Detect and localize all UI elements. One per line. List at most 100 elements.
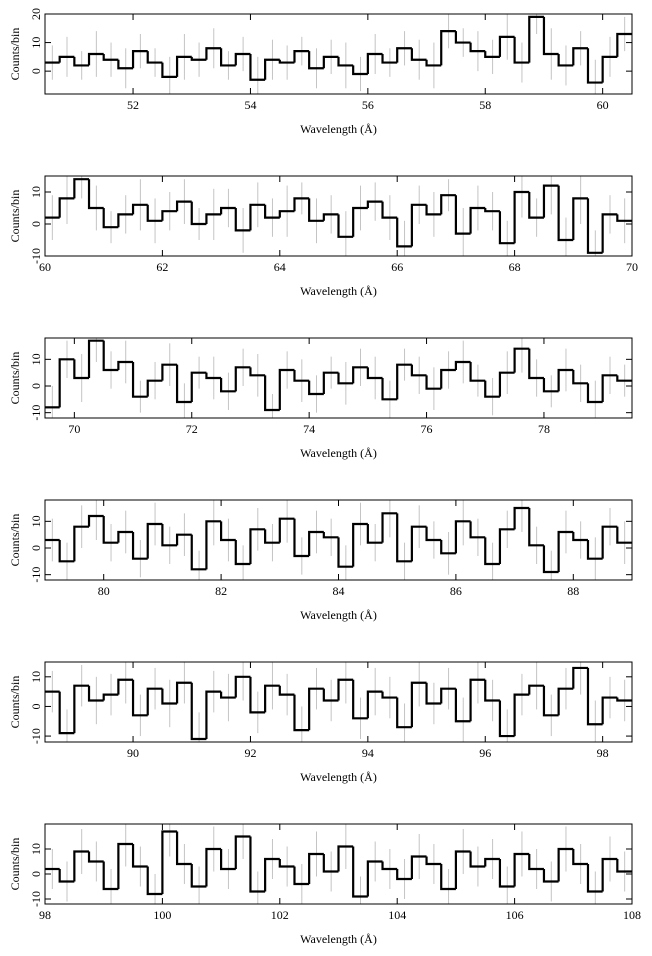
x-tick-label: 70 (68, 422, 80, 436)
histogram-step (87, 179, 104, 210)
histogram-step (557, 847, 574, 882)
histogram-step (131, 50, 148, 69)
histogram-step (396, 869, 412, 881)
y-axis-label: Counts/bin (8, 28, 22, 81)
histogram-step (293, 694, 310, 732)
plot-frame (44, 823, 633, 905)
histogram-step (234, 540, 251, 566)
x-tick-label: 84 (333, 584, 345, 598)
histogram-step (557, 687, 574, 716)
histogram-step (381, 54, 398, 64)
histogram-step (58, 691, 75, 735)
histogram-step (278, 210, 295, 218)
histogram-step (146, 379, 163, 397)
histogram-step (293, 518, 310, 558)
y-axis-label: Counts/bin (8, 352, 22, 405)
histogram-step (234, 366, 251, 392)
histogram-step (498, 371, 515, 397)
histogram-step (528, 15, 544, 63)
histogram-step (469, 42, 486, 53)
histogram-step (175, 55, 192, 77)
histogram-step (146, 687, 163, 716)
x-tick-label: 90 (127, 746, 139, 760)
histogram-step (249, 203, 266, 231)
y-tick-label: 0 (29, 545, 43, 551)
histogram-step (572, 532, 588, 542)
histogram-step (616, 859, 632, 873)
histogram-step (102, 516, 119, 544)
histogram-step (146, 51, 163, 64)
histogram-step (425, 682, 442, 705)
x-tick-label: 58 (479, 98, 491, 112)
histogram-step (528, 684, 544, 695)
histogram-step (205, 520, 222, 570)
histogram-step (484, 51, 500, 58)
y-axis-label: Counts/bin (8, 514, 22, 567)
histogram-step (264, 529, 280, 544)
histogram-step (586, 48, 603, 84)
y-tick-label: -10 (29, 405, 43, 421)
histogram-step (190, 534, 207, 571)
histogram-step (117, 360, 134, 370)
x-tick-label: 98 (39, 908, 51, 922)
histogram-step (513, 852, 530, 887)
histogram-step (469, 521, 486, 539)
histogram-step (308, 51, 324, 70)
histogram-step (469, 851, 486, 868)
y-tick-label: -10 (29, 728, 43, 744)
y-axis-label: Counts/bin (8, 838, 22, 891)
histogram-step (396, 697, 412, 729)
histogram-step (528, 508, 544, 547)
histogram-step (293, 866, 310, 886)
y-tick-label: 10 (29, 186, 43, 198)
histogram-step (557, 368, 574, 392)
histogram-step (308, 852, 324, 884)
histogram-step (572, 47, 588, 66)
histogram-step (249, 528, 266, 564)
y-tick-label: 0 (29, 703, 43, 709)
histogram-step (440, 368, 456, 389)
y-tick-label: 10 (29, 671, 43, 683)
histogram-step (220, 849, 236, 871)
histogram-step (586, 864, 603, 893)
histogram-step (557, 530, 574, 572)
histogram-step (425, 59, 442, 67)
histogram-step (73, 56, 90, 67)
histogram-step (410, 681, 427, 728)
histogram-step (454, 360, 471, 370)
x-axis-label: Wavelength (Å) (300, 122, 377, 136)
histogram-step (220, 378, 236, 393)
histogram-step (572, 197, 588, 240)
y-tick-label: 20 (29, 8, 43, 20)
histogram-step (454, 688, 471, 723)
histogram-step (58, 540, 75, 563)
histogram-step (352, 65, 368, 76)
histogram-step (161, 363, 178, 381)
histogram-step (161, 62, 178, 78)
histogram-step (102, 54, 119, 61)
y-tick-label: 0 (29, 221, 43, 227)
panel: 90 92 94 96 98 -10 0 10 Wavelength (Å) Counts/bin (8, 661, 633, 784)
histogram-step (117, 59, 134, 70)
histogram-step (528, 192, 544, 219)
histogram-step (175, 831, 192, 866)
histogram-step (190, 201, 207, 226)
histogram-step (513, 190, 530, 244)
histogram-step (234, 208, 251, 232)
x-tick-label: 78 (538, 422, 550, 436)
histogram-step (205, 213, 222, 224)
x-tick-label: 92 (244, 746, 256, 760)
histogram-step (205, 690, 222, 740)
histogram-step (190, 56, 207, 61)
y-tick-label: 10 (29, 353, 43, 365)
histogram-step (469, 206, 486, 234)
histogram-step (454, 31, 471, 44)
histogram-step (73, 359, 90, 380)
histogram-step (601, 696, 618, 725)
histogram-step (190, 682, 207, 741)
y-tick-label: 10 (29, 843, 43, 855)
histogram-step (117, 530, 134, 543)
y-tick-label: 0 (29, 383, 43, 389)
histogram-step (381, 691, 398, 699)
